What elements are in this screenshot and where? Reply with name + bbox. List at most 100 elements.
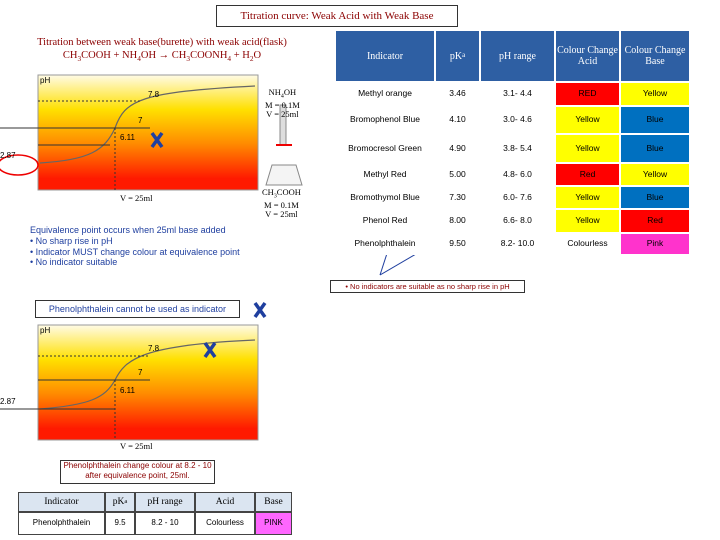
- note: • No sharp rise in pH: [30, 235, 113, 246]
- text-part: a: [124, 498, 128, 506]
- table-cell: Bromophenol Blue: [335, 106, 435, 134]
- table-cell: Yellow: [555, 106, 620, 134]
- table-cell: 4.10: [435, 106, 480, 134]
- table-cell: Colourless: [555, 233, 620, 255]
- volume: V = 25ml: [266, 109, 299, 120]
- text-part: O: [253, 50, 262, 62]
- table-cell: 3.1- 4.4: [480, 82, 555, 106]
- table-cell: Methyl orange: [335, 82, 435, 106]
- table-cell: Pink: [620, 233, 690, 255]
- text-part: COOH: [276, 187, 301, 197]
- flask: [265, 164, 303, 186]
- axis-label: pH: [40, 76, 51, 85]
- header-cell: Acid: [195, 492, 255, 512]
- table-cell: 3.8- 5.4: [480, 134, 555, 163]
- header-cell: Base: [255, 492, 292, 512]
- cross-icon: [150, 131, 164, 149]
- note: • No indicator suitable: [30, 257, 118, 268]
- text-part: CH: [262, 187, 274, 197]
- level-label: 2.87: [0, 151, 16, 160]
- text-part: OH: [283, 87, 297, 97]
- graph-background: [37, 324, 259, 441]
- table-cell: Blue: [620, 106, 690, 134]
- table-cell: 8.2 - 10: [135, 512, 195, 535]
- text-part: 3: [77, 54, 82, 64]
- setup-heading: Titration between weak base(burette) wit…: [37, 37, 287, 48]
- table-cell: Phenolphthalein: [18, 512, 105, 535]
- table-cell: 3.0- 4.6: [480, 106, 555, 134]
- graph-background: [37, 74, 259, 191]
- header-cell: pK a: [435, 30, 480, 82]
- table-cell: 6.0- 7.6: [480, 186, 555, 209]
- table-cell: PINK: [255, 512, 292, 535]
- text-part: OH → CH: [140, 50, 187, 62]
- table-cell: Yellow: [555, 134, 620, 163]
- header-cell: Colour Change Base: [620, 30, 690, 82]
- section-heading: Phenolphthalein cannot be used as indica…: [35, 300, 240, 318]
- table-cell: Yellow: [555, 209, 620, 233]
- table-cell: RED: [555, 82, 620, 106]
- reagent-name: NH4OH: [265, 87, 300, 101]
- table-cell: Yellow: [620, 82, 690, 106]
- header-cell: Indicator: [18, 492, 105, 512]
- text-part: 3: [186, 54, 191, 64]
- header-cell: pH range: [480, 30, 555, 82]
- table-note: • No indicators are suitable as no sharp…: [330, 280, 525, 293]
- cross-icon: [203, 341, 217, 359]
- text-part: 3: [273, 193, 277, 200]
- table-cell: Red: [555, 163, 620, 186]
- text-part: CH: [62, 50, 78, 62]
- table-cell: Blue: [620, 186, 690, 209]
- molarity: M = 0.1M: [265, 99, 300, 110]
- level-label: 7.8: [148, 344, 160, 353]
- table-cell: Blue: [620, 134, 690, 163]
- header-cell: Indicator: [335, 30, 435, 82]
- volume-label: V = 25ml: [120, 441, 153, 451]
- table-cell: 5.00: [435, 163, 480, 186]
- table-cell: Phenol Red: [335, 209, 435, 233]
- table-cell: Bromothymol Blue: [335, 186, 435, 209]
- text-part: pK: [112, 496, 125, 507]
- table-cell: Methyl Red: [335, 163, 435, 186]
- table-cell: 8.00: [435, 209, 480, 233]
- table-cell: Yellow: [555, 186, 620, 209]
- notes: Equivalence point occurs when 25ml base …: [30, 225, 260, 268]
- phenolphthalein-note: Phenolphthalein change colour at 8.2 - 1…: [60, 460, 215, 484]
- table-cell: Red: [620, 209, 690, 233]
- text-part: pK: [449, 50, 463, 62]
- table-cell: Phenolphthalein: [335, 233, 435, 255]
- text-part: COONH: [190, 50, 228, 62]
- cross-icon: [253, 301, 267, 319]
- molarity: M = 0.1M: [264, 199, 299, 210]
- table-cell: Bromocresol Green: [335, 134, 435, 163]
- text-part: 2: [249, 54, 254, 64]
- note: • Indicator MUST change colour at equiva…: [30, 246, 240, 257]
- equation: CH3COOH + NH4OH → CH3COONH4 + H2O: [8, 49, 316, 63]
- setup-box: Titration between weak base(burette) wit…: [8, 36, 316, 63]
- highlight: [0, 154, 39, 176]
- header-cell: pK a: [105, 492, 135, 512]
- volume-label: V = 25ml: [120, 193, 153, 203]
- text-part: COOH + NH: [81, 50, 138, 62]
- level-label: 6.11: [120, 133, 135, 142]
- titration-curve: [39, 85, 256, 164]
- text-part: 4: [137, 54, 141, 64]
- titration-curve: [39, 339, 256, 410]
- header-cell: Colour Change Acid: [555, 30, 620, 82]
- table-cell: 8.2- 10.0: [480, 233, 555, 255]
- table-cell: 3.46: [435, 82, 480, 106]
- volume: V = 25ml: [265, 209, 298, 220]
- table-cell: 6.6- 8.0: [480, 209, 555, 233]
- table-cell: 9.5: [105, 512, 135, 535]
- note: Equivalence point occurs when 25ml base …: [30, 225, 226, 235]
- table-cell: Colourless: [195, 512, 255, 535]
- level-label: 6.11: [120, 386, 135, 395]
- table-cell: 7.30: [435, 186, 480, 209]
- table-cell: 4.90: [435, 134, 480, 163]
- text-part: 4: [227, 54, 232, 64]
- reagent: NH4OH M = 0.1M V = 25ml: [265, 87, 300, 120]
- reagent-name: CH3COOH: [262, 187, 301, 201]
- table-cell: 4.8- 6.0: [480, 163, 555, 186]
